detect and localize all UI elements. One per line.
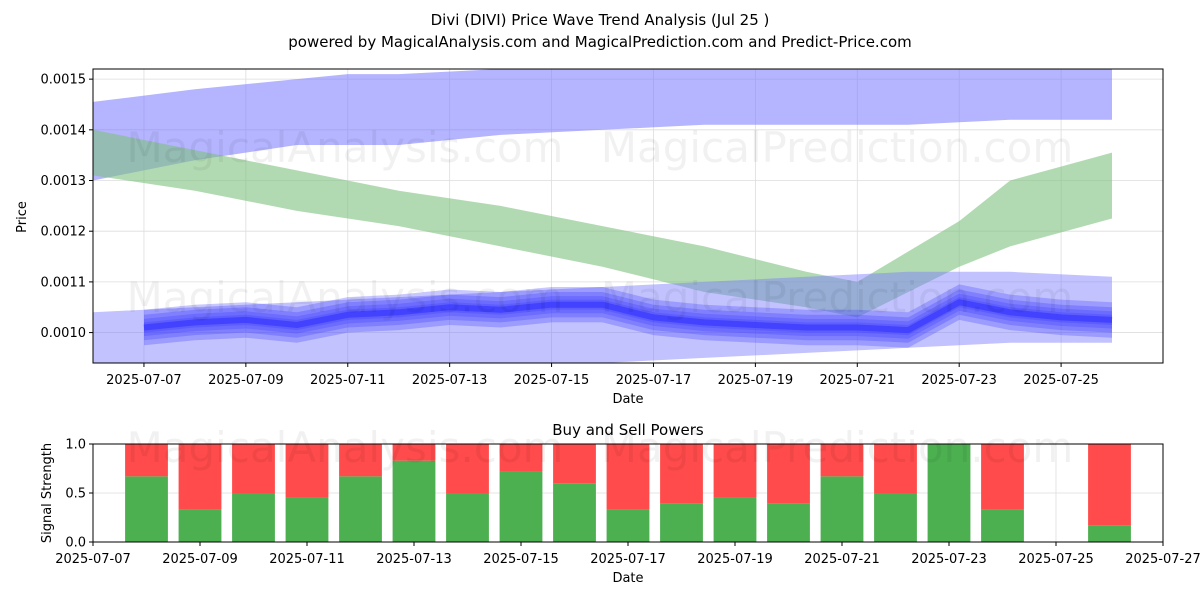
price-band bbox=[93, 69, 1112, 181]
price-x-tick-label: 2025-07-15 bbox=[514, 373, 590, 388]
sell-bar bbox=[713, 444, 757, 498]
watermark-left-bottom: MagicalAnalysis.com bbox=[127, 423, 564, 472]
signal-x-axis-label: Date bbox=[612, 571, 643, 586]
price-x-tick-label: 2025-07-21 bbox=[820, 373, 896, 388]
signal-x-tick-label: 2025-07-25 bbox=[1018, 552, 1094, 567]
signal-x-tick-label: 2025-07-09 bbox=[162, 552, 238, 567]
watermark-right: MagicalPrediction.com bbox=[601, 123, 1074, 172]
sell-bar bbox=[339, 444, 382, 477]
buy-bar bbox=[1088, 525, 1131, 542]
sell-bar bbox=[232, 444, 275, 493]
price-wave-band bbox=[144, 284, 1112, 348]
signal-x-tick-label: 2025-07-19 bbox=[697, 552, 773, 567]
price-x-tick-label: 2025-07-17 bbox=[616, 373, 692, 388]
price-x-ticks: 2025-07-07 2025-07-09 2025-07-11 2025-07-13… bbox=[106, 363, 1099, 388]
chart-title: Divi (DIVI) Price Wave Trend Analysis (J… bbox=[431, 11, 770, 29]
price-y-tick-label: 0.0015 bbox=[41, 73, 87, 88]
signal-x-tick-label: 2025-07-11 bbox=[269, 552, 345, 567]
sell-bar bbox=[446, 444, 489, 493]
buy-bar bbox=[232, 493, 275, 542]
buy-bar bbox=[446, 493, 489, 542]
buy-bar bbox=[874, 493, 917, 542]
buy-bar bbox=[660, 503, 703, 542]
buy-bar bbox=[178, 509, 222, 542]
price-x-tick-label: 2025-07-23 bbox=[921, 373, 997, 388]
price-line bbox=[143, 299, 1113, 334]
price-x-tick-label: 2025-07-19 bbox=[718, 373, 794, 388]
buy-bar bbox=[125, 476, 168, 542]
price-x-axis-label: Date bbox=[612, 392, 643, 407]
sell-bar bbox=[285, 444, 329, 498]
price-bands bbox=[93, 69, 1112, 363]
price-y-tick-label: 0.0011 bbox=[41, 275, 87, 290]
signal-x-tick-label: 2025-07-07 bbox=[55, 552, 131, 567]
buy-bar bbox=[713, 497, 757, 542]
price-y-ticks: 0.0010 0.0011 0.0012 0.0013 0.0014 0.0015 bbox=[41, 73, 93, 341]
buy-bar bbox=[981, 509, 1024, 542]
signal-x-tick-label: 2025-07-21 bbox=[804, 552, 880, 567]
buy-bar bbox=[499, 471, 543, 542]
signal-x-ticks: 2025-07-07 2025-07-09 2025-07-11 2025-07-13… bbox=[55, 542, 1200, 567]
price-x-tick-label: 2025-07-11 bbox=[310, 373, 386, 388]
price-y-tick-label: 0.0013 bbox=[41, 174, 87, 189]
buy-bar bbox=[606, 509, 650, 542]
buy-bar bbox=[927, 444, 971, 542]
sell-bar bbox=[499, 444, 543, 472]
sell-bar bbox=[820, 444, 864, 477]
signal-bars bbox=[125, 444, 1131, 542]
signal-y-tick-label: 0.5 bbox=[65, 487, 86, 502]
sell-bar bbox=[660, 444, 703, 504]
sell-bar bbox=[553, 444, 596, 484]
price-x-tick-label: 2025-07-13 bbox=[412, 373, 488, 388]
price-x-tick-label: 2025-07-25 bbox=[1023, 373, 1099, 388]
signal-y-axis-label: Signal Strength bbox=[40, 443, 55, 543]
signal-chart-title: Buy and Sell Powers bbox=[552, 421, 704, 439]
sell-bar bbox=[392, 444, 436, 461]
signal-x-tick-label: 2025-07-23 bbox=[911, 552, 987, 567]
buy-bar bbox=[339, 476, 382, 542]
price-lines bbox=[143, 284, 1113, 348]
sell-bar bbox=[606, 444, 650, 510]
signal-y-tick-label: 0.0 bbox=[65, 536, 86, 551]
price-y-tick-label: 0.0014 bbox=[41, 123, 87, 138]
sell-bar bbox=[125, 444, 168, 477]
price-x-tick-label: 2025-07-09 bbox=[208, 373, 284, 388]
signal-x-tick-label: 2025-07-15 bbox=[483, 552, 559, 567]
buy-bar bbox=[553, 483, 596, 542]
price-chart: MagicalAnalysis.com MagicalPrediction.co… bbox=[15, 68, 1164, 407]
sell-bar bbox=[981, 444, 1024, 510]
signal-x-tick-label: 2025-07-17 bbox=[590, 552, 666, 567]
signal-y-tick-label: 1.0 bbox=[65, 438, 86, 453]
price-plot-frame bbox=[92, 68, 1164, 364]
watermark-left: MagicalAnalysis.com bbox=[127, 123, 564, 172]
chart-subtitle: powered by MagicalAnalysis.com and Magic… bbox=[288, 33, 912, 51]
signal-x-tick-label: 2025-07-27 bbox=[1125, 552, 1200, 567]
price-x-tick-label: 2025-07-07 bbox=[106, 373, 182, 388]
watermark-right-bottom: MagicalPrediction.com bbox=[601, 423, 1074, 472]
sell-bar bbox=[874, 444, 917, 493]
sell-bar bbox=[1088, 444, 1131, 526]
signal-y-ticks: 0.0 0.5 1.0 bbox=[65, 438, 93, 551]
buy-bar bbox=[767, 503, 810, 542]
buy-bar bbox=[285, 497, 329, 542]
watermark-right-mid: MagicalPrediction.com bbox=[601, 273, 1074, 322]
signal-chart: Buy and Sell Powers MagicalAnalysis.com … bbox=[40, 421, 1200, 586]
sell-bar bbox=[178, 444, 222, 510]
price-y-tick-label: 0.0010 bbox=[41, 326, 87, 341]
signal-x-tick-label: 2025-07-13 bbox=[376, 552, 452, 567]
price-y-axis-label: Price bbox=[15, 201, 30, 233]
price-band bbox=[93, 271, 1112, 363]
buy-bar bbox=[392, 460, 436, 542]
sell-bar bbox=[767, 444, 810, 504]
buy-bar bbox=[820, 476, 864, 542]
watermark-left-mid: MagicalAnalysis.com bbox=[127, 273, 564, 322]
price-y-tick-label: 0.0012 bbox=[41, 225, 87, 240]
